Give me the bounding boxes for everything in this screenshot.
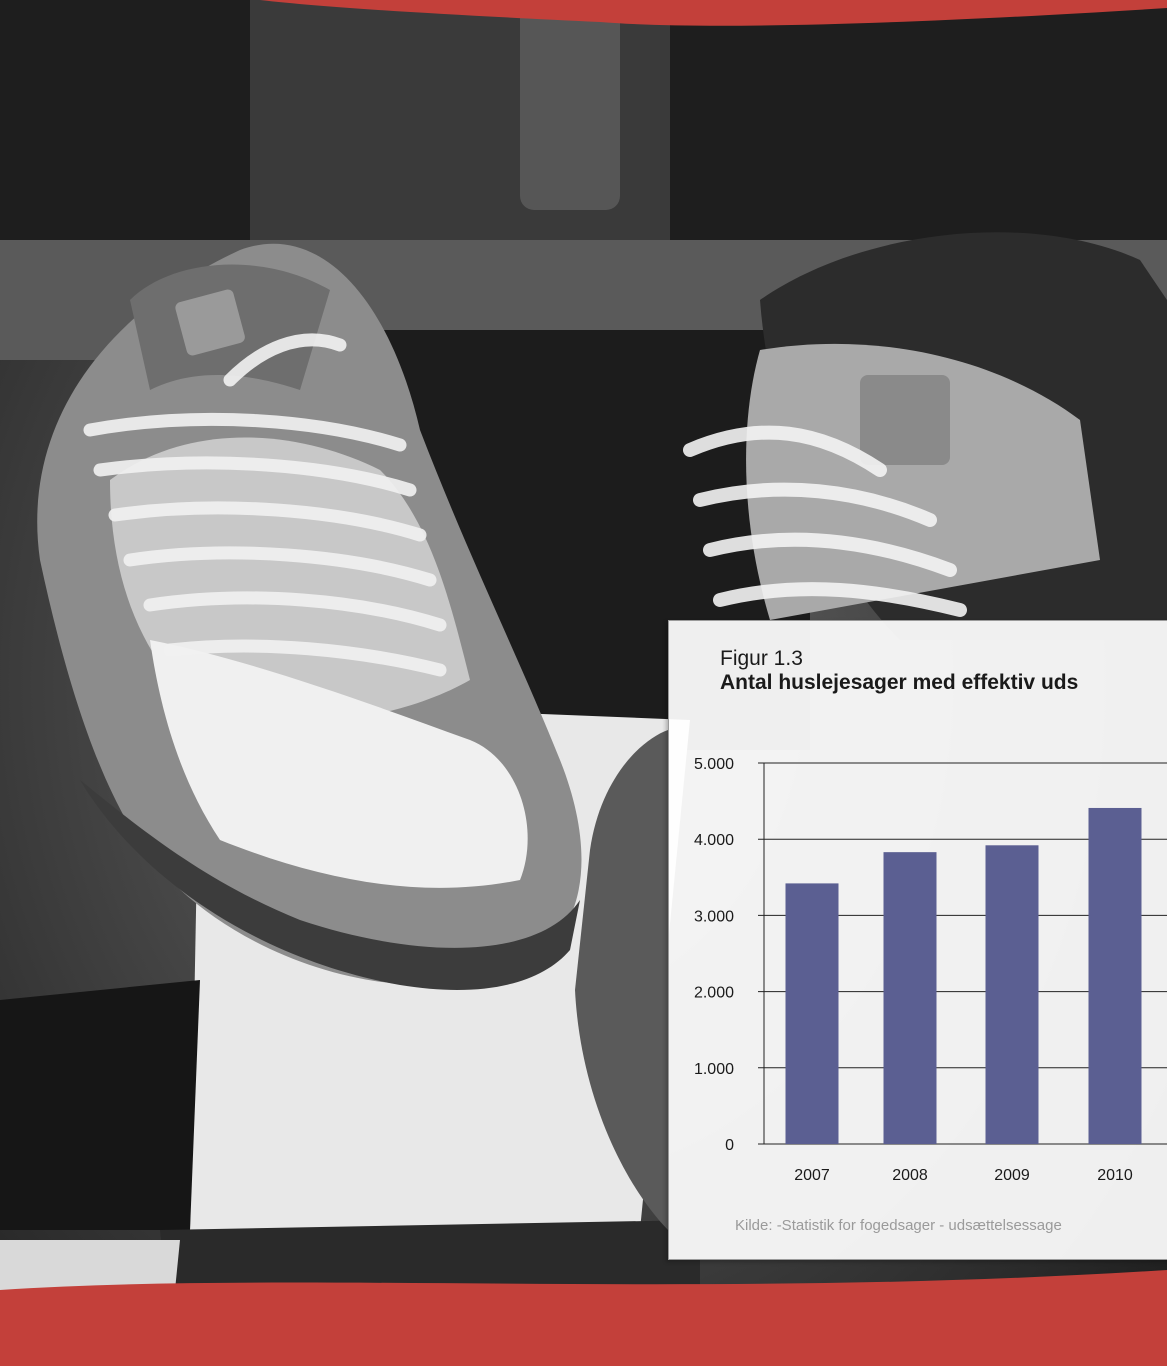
y-tick-label: 1.000	[694, 1061, 734, 1078]
y-tick-label: 2.000	[694, 985, 734, 1002]
x-tick-label: 2007	[794, 1167, 830, 1184]
y-tick-label: 4.000	[694, 832, 734, 849]
x-tick-label: 2009	[994, 1167, 1030, 1184]
y-tick-label: 0	[725, 1137, 734, 1154]
bar-2007	[785, 883, 839, 1144]
chart-title: Antal huslejesager med effektiv uds	[720, 671, 1079, 694]
figure-label: Figur 1.3	[720, 647, 803, 670]
bar-2009	[985, 845, 1039, 1144]
source-note: Kilde: -Statistik for fogedsager - udsæt…	[735, 1217, 1062, 1234]
bar-2010	[1088, 807, 1142, 1144]
x-tick-label: 2010	[1097, 1167, 1133, 1184]
x-tick-label: 2008	[892, 1167, 928, 1184]
chart-panel: Figur 1.3 Antal huslejesager med effekti…	[668, 620, 1167, 1260]
y-tick-label: 3.000	[694, 908, 734, 925]
bar-chart: 0 1.000 2.000 3.000 4.000 5.000 2007 2008 2009 20…	[694, 756, 1167, 1184]
y-tick-label: 5.000	[694, 756, 734, 773]
bar-2008	[883, 852, 937, 1144]
